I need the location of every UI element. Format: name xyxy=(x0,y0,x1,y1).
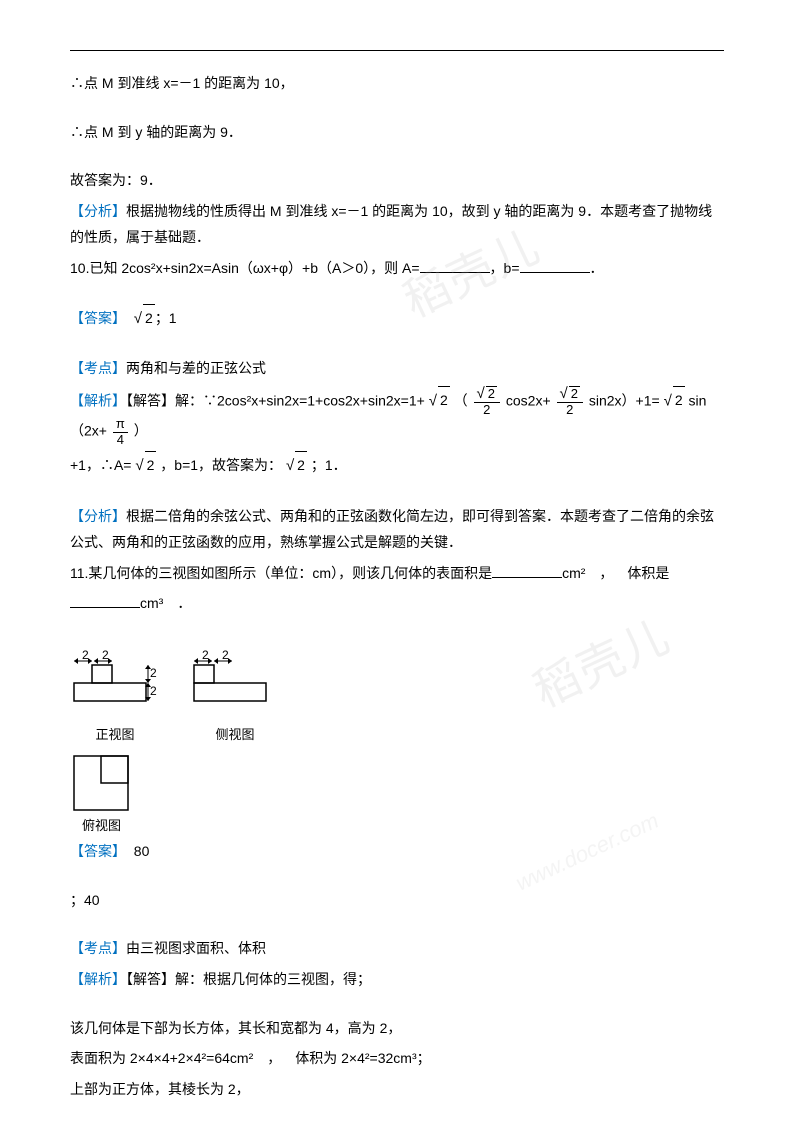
jiexi-11-line3: 表面积为 2×4×4+2×4²=64cm² ， 体积为 2×4²=32cm³； xyxy=(70,1045,724,1072)
sqrt-2: 2 xyxy=(145,451,157,479)
front-view-label: 正视图 xyxy=(95,723,134,748)
j10-2a: +1，∴A= xyxy=(70,457,135,473)
sqrt-sign: √ xyxy=(135,457,143,474)
question-11-line2: cm³ ． xyxy=(70,590,724,617)
analysis-9-text: 根据抛物线的性质得出 M 到准线 x=－1 的距离为 10，故到 y 轴的距离为… xyxy=(70,203,712,246)
body-line-3: 故答案为：9． xyxy=(70,167,724,194)
sqrt-sign: √ xyxy=(286,457,294,474)
q11-c: cm³ ． xyxy=(140,595,191,611)
jiexi11-1: 解：根据几何体的三视图，得； xyxy=(175,971,371,987)
jiexi-11-line4: 上部为正方体，其棱长为 2， xyxy=(70,1076,724,1103)
jiexi-10-line2: +1，∴A= √2 ，b=1，故答案为： √2 ；1． xyxy=(70,451,724,481)
answer-label: 【答案】 xyxy=(70,310,126,326)
side-view-block: 2 2 侧视图 xyxy=(190,649,280,748)
fenxi-10-text: 根据二倍角的余弦公式、两角和的正弦函数化简左边，即可得到答案．本题考查了二倍角的… xyxy=(70,508,714,551)
j10-b: （ xyxy=(454,392,468,408)
q10-text-a: 10.已知 2cos²x+sin2x=Asin（ωx+φ）+b（A＞0），则 A… xyxy=(70,260,420,276)
sqrt-2: 2 xyxy=(438,386,450,414)
frac-sqrt2-over-2: √22 xyxy=(557,386,583,418)
top-view-label: 俯视图 xyxy=(82,814,121,839)
blank xyxy=(420,259,490,273)
ans11-a: 80 xyxy=(134,843,150,859)
q10-text-b: ，b= xyxy=(490,260,520,276)
sqrt-sign: √ xyxy=(429,392,437,409)
analysis-9: 【分析】根据抛物线的性质得出 M 到准线 x=－1 的距离为 10，故到 y 轴… xyxy=(70,198,724,251)
sqrt-2: 2 xyxy=(673,386,685,414)
frac-pi-over-4: π4 xyxy=(113,417,128,447)
j10-d: sin2x）+1= xyxy=(589,392,664,408)
analysis-label: 【分析】 xyxy=(70,203,126,219)
fenxi-10: 【分析】根据二倍角的余弦公式、两角和的正弦函数化简左边，即可得到答案．本题考查了… xyxy=(70,503,724,556)
answer-11-b: ；40 xyxy=(70,887,724,914)
blank xyxy=(520,259,590,273)
q11-b: cm² ， 体积是 xyxy=(562,565,669,581)
answer-11: 【答案】 80 xyxy=(70,838,724,865)
jieda-label: 【解答】 xyxy=(126,971,175,987)
side-view-label: 侧视图 xyxy=(215,723,254,748)
question-10: 10.已知 2cos²x+sin2x=Asin（ωx+φ）+b（A＞0），则 A… xyxy=(70,255,724,282)
sqrt-sign: √ xyxy=(664,392,672,409)
jiexi-11-line2: 该几何体是下部为长方体，其长和宽都为 4，高为 2， xyxy=(70,1015,724,1042)
side-view-svg: 2 2 xyxy=(190,649,280,721)
j10-a: 解：∵2cos²x+sin2x=1+cos2x+sin2x=1+ xyxy=(175,392,429,408)
j10-f: ） xyxy=(134,423,148,439)
kaodian-label: 【考点】 xyxy=(70,360,126,376)
kaodian-10: 【考点】两角和与差的正弦公式 xyxy=(70,355,724,382)
svg-text:2: 2 xyxy=(150,684,157,698)
kaodian-label: 【考点】 xyxy=(70,940,126,956)
blank xyxy=(492,564,562,578)
header-rule xyxy=(70,50,724,51)
svg-text:2: 2 xyxy=(102,649,109,662)
sqrt-2: 2 xyxy=(143,304,155,332)
svg-text:2: 2 xyxy=(202,649,209,662)
svg-text:2: 2 xyxy=(150,666,157,680)
q10-text-c: ． xyxy=(590,260,604,276)
top-view-svg xyxy=(70,752,140,812)
ans10-tail: ；1 xyxy=(155,310,177,326)
svg-text:2: 2 xyxy=(82,649,89,662)
top-view-block: 俯视图 xyxy=(70,752,724,839)
svg-text:2: 2 xyxy=(222,649,229,662)
kaodian-10-text: 两角和与差的正弦公式 xyxy=(126,360,266,376)
kaodian-11-text: 由三视图求面积、体积 xyxy=(126,940,266,956)
jiexi-label: 【解析】 xyxy=(70,392,126,408)
fenxi-label: 【分析】 xyxy=(70,508,126,524)
jiexi-label: 【解析】 xyxy=(70,971,126,987)
answer-label: 【答案】 xyxy=(70,843,126,859)
three-view-diagram: 2 2 2 2 正视图 2 2 侧视图 xyxy=(70,649,724,748)
jiexi-11-line1: 【解析】【解答】解：根据几何体的三视图，得； xyxy=(70,966,724,993)
q11-a: 11.某几何体的三视图如图所示（单位：cm），则该几何体的表面积是 xyxy=(70,565,492,581)
j10-2b: ，b=1，故答案为： xyxy=(160,457,282,473)
sqrt-sign: √ xyxy=(134,310,142,327)
kaodian-11: 【考点】由三视图求面积、体积 xyxy=(70,935,724,962)
question-11: 11.某几何体的三视图如图所示（单位：cm），则该几何体的表面积是 cm² ， 体… xyxy=(70,560,724,587)
front-view-block: 2 2 2 2 正视图 xyxy=(70,649,160,748)
j10-2c: ；1． xyxy=(311,457,347,473)
frac-sqrt2-over-2: √22 xyxy=(474,386,500,418)
body-line-2: ∴点 M 到 y 轴的距离为 9． xyxy=(70,119,724,146)
front-view-svg: 2 2 2 2 xyxy=(70,649,160,721)
j10-c: cos2x+ xyxy=(506,392,555,408)
jiexi-10-line1: 【解析】【解答】解：∵2cos²x+sin2x=1+cos2x+sin2x=1+… xyxy=(70,386,724,447)
blank xyxy=(70,594,140,608)
answer-10: 【答案】 √2；1 xyxy=(70,304,724,334)
sqrt-2: 2 xyxy=(295,451,307,479)
jieda-label: 【解答】 xyxy=(126,392,175,408)
body-line-1: ∴点 M 到准线 x=－1 的距离为 10， xyxy=(70,70,724,97)
